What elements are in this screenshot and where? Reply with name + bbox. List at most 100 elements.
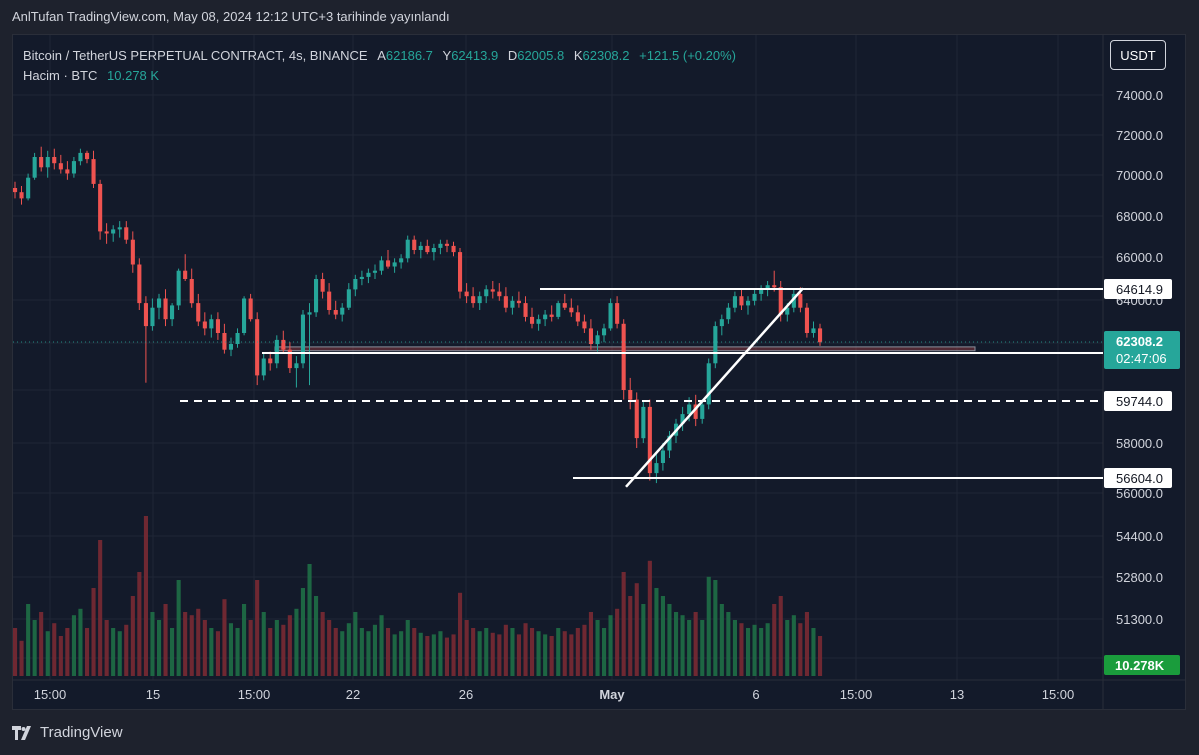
volume-bar	[412, 628, 417, 676]
x-tick-label: 15:00	[238, 687, 271, 702]
candle-body	[202, 321, 207, 329]
volume-bar	[588, 612, 593, 676]
candle-body	[19, 192, 24, 199]
volume-bar	[425, 636, 430, 676]
candle-body	[726, 307, 731, 320]
candle-body	[458, 252, 463, 292]
candle-body	[791, 293, 796, 308]
volume-bar	[569, 634, 574, 676]
candle-body	[634, 399, 639, 439]
volume-bar	[523, 623, 528, 676]
volume-badge-label: 10.278K	[1115, 658, 1165, 673]
candle-body	[366, 272, 371, 277]
volume-bar	[530, 628, 535, 676]
volume-bar	[746, 628, 751, 676]
legend-high-value: 62413.9	[451, 48, 499, 63]
volume-bar	[785, 620, 790, 676]
volume-bar	[13, 628, 18, 676]
x-tick-label: 15	[146, 687, 160, 702]
volume-bar	[268, 628, 273, 676]
candle-body	[314, 279, 319, 313]
y-tick-label: 74000.0	[1116, 88, 1163, 103]
candle-body	[274, 339, 279, 364]
volume-bar	[235, 628, 240, 676]
candle-body	[163, 298, 168, 320]
volume-bar	[700, 620, 705, 676]
candle-body	[130, 239, 135, 265]
candle-body	[399, 258, 404, 263]
y-tick-label: 54400.0	[1116, 529, 1163, 544]
volume-bar	[392, 634, 397, 676]
volume-bar	[242, 604, 247, 676]
footer-brand: TradingView	[12, 724, 123, 741]
candle-body	[228, 344, 233, 350]
candle-body	[451, 245, 456, 253]
legend-change: +121.5 (+0.20%)	[639, 48, 736, 63]
volume-bar	[327, 620, 332, 676]
volume-bar	[778, 596, 783, 676]
candle-body	[261, 358, 266, 376]
x-tick-label: 13	[950, 687, 964, 702]
candle-body	[628, 390, 633, 400]
candle-body	[654, 463, 659, 474]
volume-bar	[556, 628, 561, 676]
volume-bar	[654, 588, 659, 676]
volume-bar	[706, 576, 711, 676]
candle-body	[32, 157, 37, 178]
candle-body	[359, 276, 364, 279]
candle-body	[268, 358, 273, 364]
candle-body	[170, 305, 175, 320]
candle-body	[255, 319, 260, 376]
candle-body	[569, 307, 574, 313]
legend-volume-row: Hacim · BTC 10.278 K	[23, 66, 736, 86]
volume-bar	[320, 612, 325, 676]
candle-body	[71, 161, 76, 174]
legend-low-label: D	[507, 48, 518, 63]
candle-body	[189, 279, 194, 304]
volume-bar	[477, 631, 482, 676]
candle-body	[124, 227, 129, 240]
volume-bar	[346, 623, 351, 676]
currency-button[interactable]: USDT	[1110, 40, 1166, 70]
candle-body	[582, 321, 587, 329]
candle-body	[98, 183, 103, 232]
candle-body	[739, 296, 744, 306]
candle-body	[641, 406, 646, 439]
candle-body	[471, 296, 476, 304]
candle-body	[65, 169, 70, 174]
candle-body	[150, 307, 155, 327]
candle-body	[392, 262, 397, 267]
current-price-badge	[1104, 331, 1180, 369]
bar-countdown-label: 02:47:06	[1116, 351, 1167, 366]
volume-bar	[510, 628, 515, 676]
candle-body	[320, 279, 325, 292]
volume-bar	[143, 516, 148, 676]
candle-body	[353, 279, 358, 290]
volume-bar	[431, 634, 436, 676]
candle-body	[706, 363, 711, 405]
chart-pane[interactable]	[12, 34, 1186, 710]
candle-body	[386, 260, 391, 267]
candle-body	[405, 239, 410, 259]
volume-badge	[1104, 655, 1180, 675]
volume-bar	[405, 620, 410, 676]
candle-body	[333, 310, 338, 315]
y-tick-label: 58000.0	[1116, 436, 1163, 451]
volume-bar	[281, 624, 286, 676]
legend-volume-label: Hacim · BTC	[23, 68, 98, 83]
candle-body	[111, 229, 116, 234]
trendline[interactable]	[625, 287, 804, 488]
candle-body	[78, 152, 83, 162]
candle-body	[523, 303, 528, 317]
candle-body	[732, 296, 737, 308]
candle-body	[746, 300, 751, 306]
published-banner: AnlTufan TradingView.com, May 08, 2024 1…	[12, 9, 450, 24]
y-tick-label: 52800.0	[1116, 570, 1163, 585]
volume-bar	[98, 540, 103, 676]
volume-bar	[811, 628, 816, 676]
volume-bar	[615, 608, 620, 676]
volume-bar	[772, 604, 777, 676]
current-price-label: 62308.2	[1116, 334, 1163, 349]
candle-body	[176, 270, 181, 306]
